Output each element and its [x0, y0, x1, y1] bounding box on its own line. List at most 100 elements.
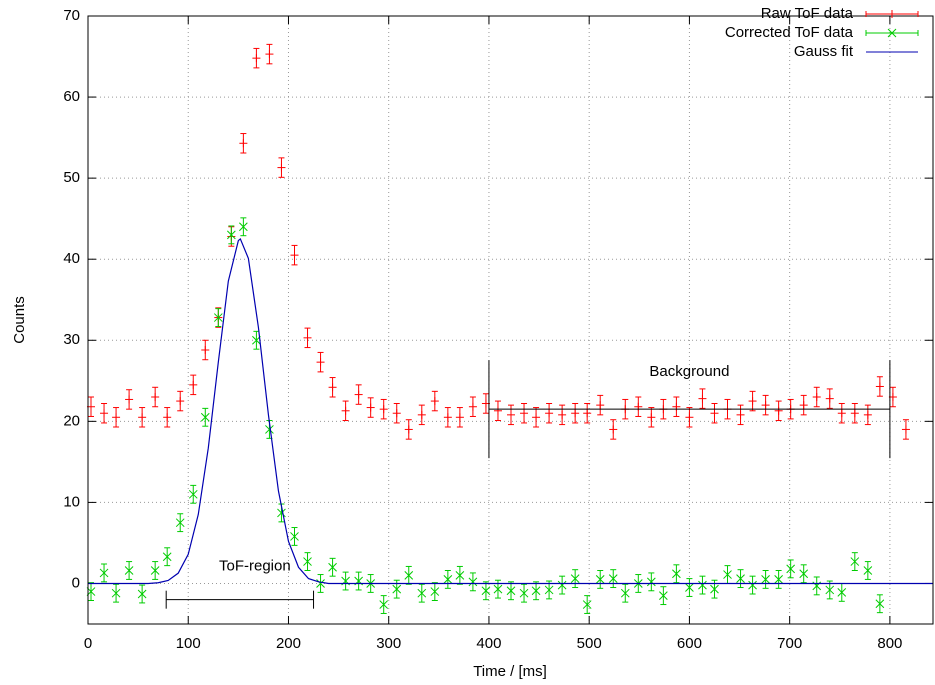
- data-point: [850, 552, 860, 571]
- data-point: [558, 404, 567, 426]
- marker: [799, 569, 809, 579]
- legend-label: Gauss fit: [794, 43, 854, 60]
- data-point: [736, 404, 745, 426]
- marker: [557, 580, 567, 590]
- marker: [620, 588, 630, 598]
- marker: [175, 518, 185, 528]
- data-point: [647, 407, 656, 428]
- marker: [582, 600, 592, 609]
- data-point: [213, 308, 223, 327]
- data-point: [672, 564, 681, 584]
- data-point: [493, 579, 503, 599]
- marker: [595, 575, 605, 584]
- data-point: [531, 581, 541, 601]
- marker: [608, 574, 618, 583]
- x-tick-label: 500: [577, 635, 602, 652]
- marker: [786, 564, 796, 574]
- data-point: [455, 407, 464, 428]
- data-point: [812, 576, 822, 596]
- marker: [303, 557, 312, 566]
- data-point: [341, 571, 350, 591]
- marker: [226, 230, 236, 240]
- marker: [761, 575, 770, 584]
- data-point: [493, 400, 502, 422]
- x-tick-label: 300: [376, 635, 401, 652]
- data-point: [710, 402, 719, 424]
- data-point: [252, 47, 261, 69]
- x-axis-label: Time / [ms]: [473, 663, 547, 680]
- marker: [825, 585, 835, 595]
- marker: [443, 575, 453, 584]
- marker: [468, 577, 478, 587]
- marker: [239, 222, 248, 232]
- data-point: [162, 547, 172, 567]
- data-point: [736, 569, 745, 589]
- x-tick-label: 400: [476, 635, 501, 652]
- x-tick-label: 100: [176, 635, 201, 652]
- data-point: [544, 580, 554, 600]
- marker: [392, 584, 402, 594]
- marker: [200, 412, 210, 422]
- data-point: [786, 559, 796, 579]
- y-tick-label: 40: [63, 250, 80, 267]
- marker: [328, 562, 337, 572]
- data-point: [404, 419, 413, 440]
- data-point: [507, 404, 516, 426]
- data-point: [620, 583, 630, 603]
- marker: [672, 569, 681, 579]
- data-point: [290, 244, 299, 266]
- annotation-label: ToF-region: [219, 558, 291, 575]
- data-point: [723, 565, 732, 584]
- data-point: [99, 563, 109, 583]
- data-point: [468, 396, 477, 417]
- marker: [736, 574, 745, 583]
- x-tick-label: 600: [677, 635, 702, 652]
- data-point: [176, 390, 185, 412]
- data-point: [226, 225, 236, 245]
- data-point: [761, 394, 770, 416]
- data-point: [379, 398, 388, 420]
- annotation-label: Background: [649, 363, 729, 380]
- marker: [162, 552, 172, 562]
- marker: [277, 508, 286, 518]
- data-point: [875, 376, 884, 397]
- marker: [875, 599, 885, 609]
- data-point: [138, 407, 147, 428]
- marker: [748, 580, 757, 590]
- x-tick-label: 800: [877, 635, 902, 652]
- marker: [290, 532, 299, 541]
- y-tick-label: 30: [63, 331, 80, 348]
- y-tick-label: 10: [63, 493, 80, 510]
- data-point: [111, 583, 121, 603]
- marker: [506, 586, 516, 596]
- data-point: [316, 574, 325, 593]
- data-point: [875, 594, 885, 614]
- data-point: [430, 582, 440, 601]
- data-point: [595, 569, 605, 589]
- data-point: [417, 583, 427, 603]
- data-point: [506, 581, 516, 601]
- data-point: [825, 388, 834, 409]
- data-point: [201, 339, 210, 361]
- marker: [111, 588, 121, 598]
- x-tick-label: 0: [84, 635, 92, 652]
- data-point: [837, 402, 846, 424]
- data-point: [175, 513, 185, 533]
- y-axis-label: Counts: [11, 296, 28, 344]
- data-point: [901, 419, 910, 440]
- marker: [265, 425, 274, 434]
- data-point: [582, 595, 592, 614]
- data-point: [430, 390, 439, 412]
- data-point: [354, 571, 363, 591]
- y-tick-label: 20: [63, 412, 80, 429]
- marker: [887, 28, 897, 38]
- marker: [124, 566, 134, 575]
- marker: [544, 585, 554, 595]
- data-point: [570, 569, 580, 589]
- data-point: [608, 569, 618, 589]
- data-point: [137, 584, 147, 604]
- data-point: [265, 43, 274, 65]
- marker: [837, 588, 847, 597]
- data-point: [112, 407, 121, 428]
- marker: [774, 575, 783, 584]
